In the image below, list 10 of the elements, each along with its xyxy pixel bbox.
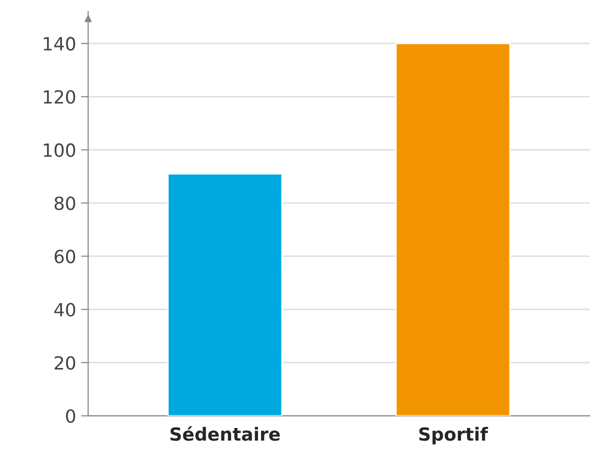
x-tick-label: Sédentaire: [170, 426, 280, 441]
y-tick-label: 0: [66, 409, 76, 423]
y-tick-label: 120: [44, 90, 76, 104]
y-tick-label: 140: [44, 36, 76, 51]
y-tick-label: 80: [54, 196, 76, 210]
y-tick-label: 60: [54, 250, 76, 264]
x-tick-label: Sportif: [419, 426, 488, 444]
y-tick-label: 40: [54, 302, 76, 317]
y-tick-label: 100: [44, 143, 76, 157]
y-tick-label: 20: [54, 356, 76, 370]
